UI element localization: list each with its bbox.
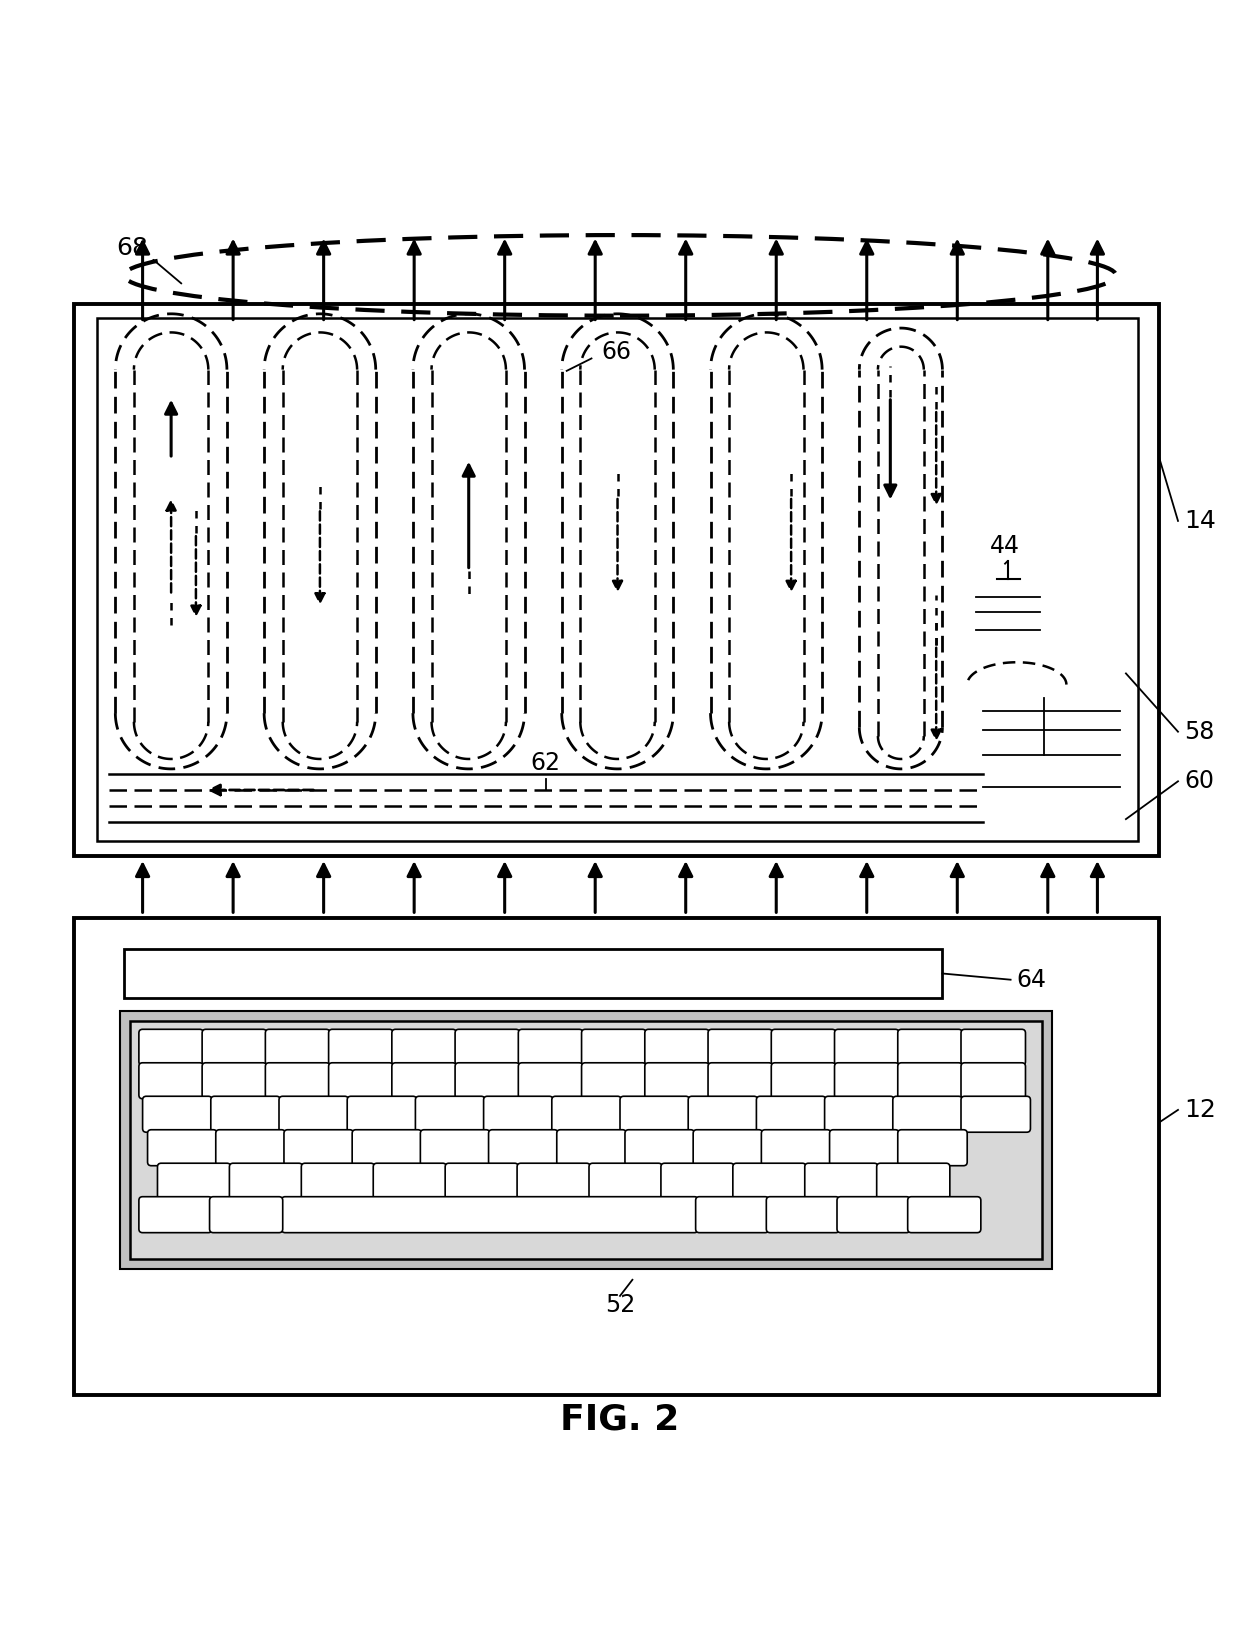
Bar [977,683,1126,843]
FancyBboxPatch shape [229,1164,303,1200]
FancyBboxPatch shape [961,1062,1025,1098]
FancyBboxPatch shape [708,1062,773,1098]
FancyBboxPatch shape [420,1130,490,1166]
FancyBboxPatch shape [484,1097,553,1133]
FancyBboxPatch shape [347,1097,417,1133]
FancyBboxPatch shape [898,1130,967,1166]
FancyBboxPatch shape [518,1062,583,1098]
FancyBboxPatch shape [771,1030,836,1066]
Text: 12: 12 [1184,1098,1216,1121]
FancyBboxPatch shape [908,1197,981,1233]
FancyBboxPatch shape [455,1030,520,1066]
Text: 64: 64 [1017,967,1047,992]
FancyBboxPatch shape [582,1062,646,1098]
FancyBboxPatch shape [518,1030,583,1066]
Text: 58: 58 [1184,720,1214,743]
FancyBboxPatch shape [733,1164,806,1200]
FancyBboxPatch shape [893,1097,962,1133]
FancyBboxPatch shape [284,1130,353,1166]
FancyBboxPatch shape [517,1164,590,1200]
FancyBboxPatch shape [589,1164,662,1200]
FancyBboxPatch shape [661,1164,734,1200]
FancyBboxPatch shape [805,1164,878,1200]
FancyBboxPatch shape [157,1164,231,1200]
FancyBboxPatch shape [756,1097,826,1133]
FancyBboxPatch shape [961,1097,1030,1133]
FancyBboxPatch shape [301,1164,374,1200]
Bar [97,318,1138,841]
FancyBboxPatch shape [265,1030,330,1066]
FancyBboxPatch shape [211,1097,280,1133]
FancyBboxPatch shape [392,1062,456,1098]
FancyBboxPatch shape [202,1062,267,1098]
FancyBboxPatch shape [620,1097,689,1133]
FancyBboxPatch shape [445,1164,518,1200]
FancyBboxPatch shape [392,1030,456,1066]
FancyBboxPatch shape [708,1030,773,1066]
FancyBboxPatch shape [625,1130,694,1166]
FancyBboxPatch shape [961,1030,1025,1066]
Text: 68: 68 [117,236,149,260]
FancyBboxPatch shape [281,1197,698,1233]
FancyBboxPatch shape [210,1197,283,1233]
FancyBboxPatch shape [693,1130,763,1166]
FancyBboxPatch shape [202,1030,267,1066]
FancyBboxPatch shape [696,1197,769,1233]
FancyBboxPatch shape [898,1030,962,1066]
Bar [74,918,1159,1395]
Text: 52: 52 [605,1293,635,1316]
FancyBboxPatch shape [825,1097,894,1133]
FancyBboxPatch shape [265,1062,330,1098]
FancyBboxPatch shape [898,1062,962,1098]
Text: 44: 44 [990,534,1019,558]
FancyBboxPatch shape [552,1097,621,1133]
FancyBboxPatch shape [148,1130,217,1166]
Bar [74,304,1159,856]
FancyBboxPatch shape [373,1164,446,1200]
FancyBboxPatch shape [352,1130,422,1166]
FancyBboxPatch shape [645,1030,709,1066]
Bar [120,1010,1052,1269]
Text: 60: 60 [1184,769,1214,794]
FancyBboxPatch shape [489,1130,558,1166]
FancyBboxPatch shape [455,1062,520,1098]
FancyBboxPatch shape [143,1097,212,1133]
Bar [130,1020,1042,1259]
FancyBboxPatch shape [139,1197,212,1233]
Text: 62: 62 [531,751,560,774]
Bar [124,949,942,999]
Text: 66: 66 [601,340,631,365]
FancyBboxPatch shape [830,1130,899,1166]
FancyBboxPatch shape [771,1062,836,1098]
FancyBboxPatch shape [557,1130,626,1166]
FancyBboxPatch shape [329,1062,393,1098]
FancyBboxPatch shape [139,1030,203,1066]
FancyBboxPatch shape [645,1062,709,1098]
FancyBboxPatch shape [139,1062,203,1098]
FancyBboxPatch shape [415,1097,485,1133]
FancyBboxPatch shape [329,1030,393,1066]
FancyBboxPatch shape [688,1097,758,1133]
FancyBboxPatch shape [582,1030,646,1066]
FancyBboxPatch shape [766,1197,839,1233]
FancyBboxPatch shape [837,1197,910,1233]
FancyBboxPatch shape [761,1130,831,1166]
FancyBboxPatch shape [877,1164,950,1200]
Text: 14: 14 [1184,509,1216,534]
Bar [970,579,1047,652]
Text: FIG. 2: FIG. 2 [560,1403,680,1437]
FancyBboxPatch shape [216,1130,285,1166]
FancyBboxPatch shape [835,1030,899,1066]
FancyBboxPatch shape [279,1097,348,1133]
FancyBboxPatch shape [835,1062,899,1098]
